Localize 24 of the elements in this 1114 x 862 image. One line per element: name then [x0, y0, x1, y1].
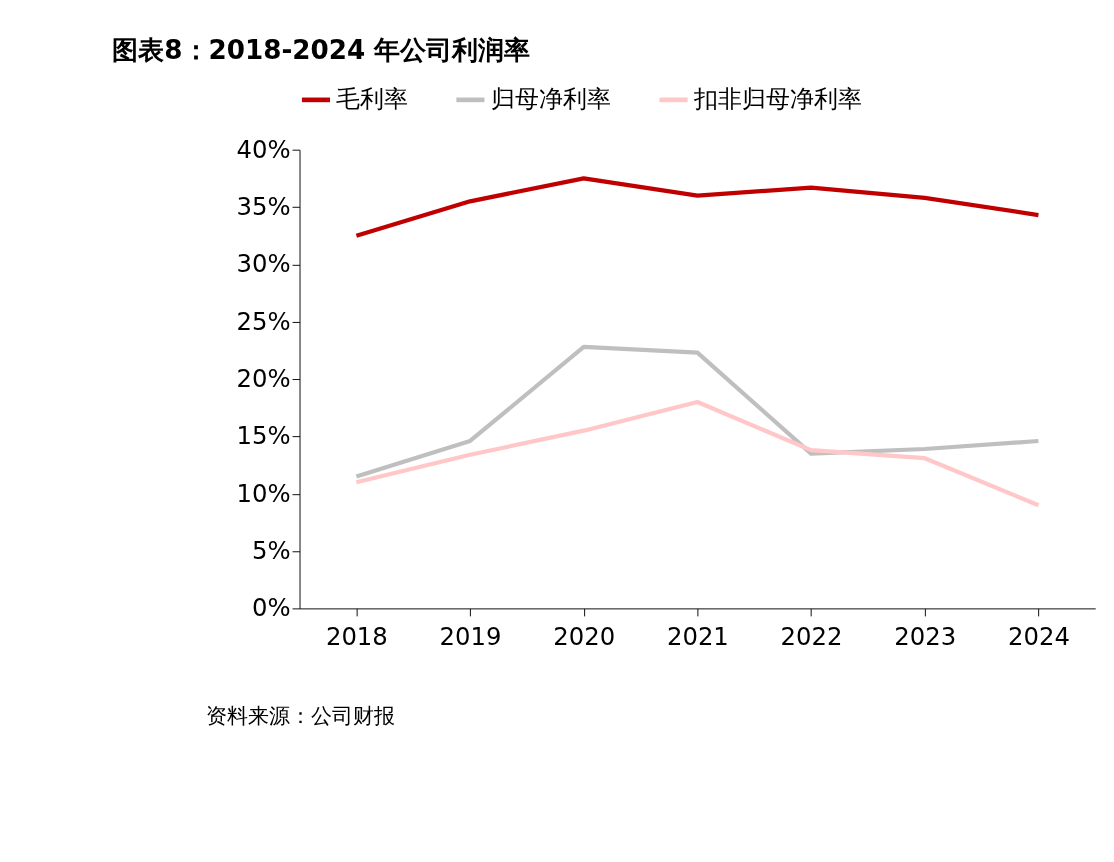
legend-label: 毛利率 [336, 84, 409, 114]
y-tick-label: 5% [252, 536, 291, 566]
x-tick-label: 2021 [666, 622, 729, 652]
y-tick-label: 30% [236, 249, 291, 279]
y-tick-label: 15% [236, 421, 291, 451]
line-series [354, 176, 1041, 238]
y-tick-label: 25% [236, 306, 291, 336]
x-tick-label: 2019 [439, 622, 502, 652]
x-tick-label: 2024 [1007, 622, 1070, 652]
line-series [354, 399, 1041, 508]
line-series [354, 344, 1041, 479]
y-tick-label: 35% [236, 192, 291, 222]
y-tick-label: 40% [236, 134, 291, 164]
text: 资料来源：公司财报 [205, 703, 395, 728]
x-tick-label: 2023 [894, 622, 957, 652]
x-tick-label: 2020 [553, 622, 616, 652]
legend-label: 归母净利率 [490, 84, 611, 114]
x-tick-label: 2022 [780, 622, 843, 652]
y-tick-label: 20% [236, 364, 291, 394]
y-tick-label: 0% [252, 593, 291, 623]
y-tick-label: 10% [236, 478, 291, 508]
chart-title: 图表8：2018-2024 年公司利润率 [112, 34, 531, 65]
legend-label: 扣非归母净利率 [692, 84, 862, 114]
x-tick-label: 2018 [325, 622, 388, 652]
